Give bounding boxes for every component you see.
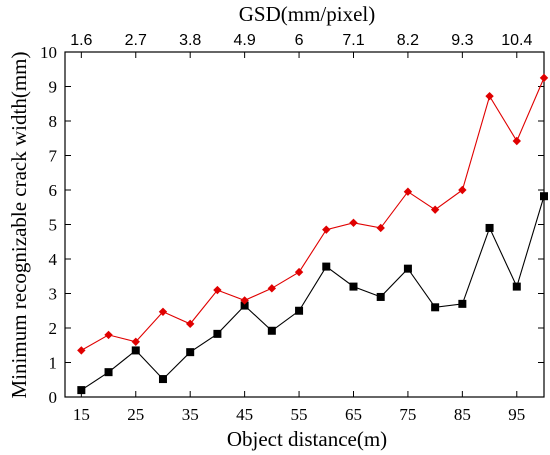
data-point-diamond <box>403 187 413 196</box>
data-point-diamond <box>322 225 331 234</box>
series-line-2 <box>81 77 545 351</box>
series-line-1 <box>80 196 545 391</box>
y-tick-label: 6 <box>49 181 58 200</box>
x-tick-label: 35 <box>182 405 199 424</box>
data-point-diamond <box>240 296 249 305</box>
data-point-diamond <box>213 285 222 295</box>
y-tick-label: 4 <box>49 250 58 269</box>
data-point-diamond <box>458 185 467 195</box>
top-tick-label: 6 <box>295 32 304 49</box>
plot-frame <box>64 51 545 398</box>
top-tick-label: 2.7 <box>125 32 147 49</box>
x-tick-label: 15 <box>73 405 90 424</box>
top-tick-label: 9.3 <box>451 32 473 49</box>
y-axis-title: Minimum recognizable crack width(mm) <box>7 52 31 399</box>
top-tick-label: 4.9 <box>234 32 256 49</box>
x-tick-label: 85 <box>454 405 471 424</box>
data-point-diamond <box>104 330 113 340</box>
x-axis-title: Object distance(m) <box>227 427 387 451</box>
data-point-square <box>158 375 167 384</box>
data-point-square <box>403 264 412 273</box>
y-tick-label: 5 <box>49 216 58 235</box>
data-point-square <box>267 326 276 335</box>
y-tick-label: 2 <box>49 319 58 338</box>
x-tick-label: 25 <box>127 405 144 424</box>
y-tick-label: 10 <box>40 43 57 62</box>
data-point-diamond <box>349 218 358 227</box>
data-point-square <box>104 368 113 377</box>
data-point-square <box>77 386 86 395</box>
x-tick-label: 55 <box>291 405 308 424</box>
top-tick-label: 7.1 <box>342 32 364 49</box>
data-point-square <box>431 303 440 312</box>
data-point-square <box>295 306 304 315</box>
y-tick-label: 7 <box>49 147 58 166</box>
x-tick-label: 75 <box>399 405 416 424</box>
data-point-diamond <box>294 267 304 277</box>
y-tick-label: 1 <box>49 354 58 373</box>
data-point-diamond <box>267 284 277 293</box>
data-point-diamond <box>430 205 440 214</box>
data-point-square <box>512 282 521 291</box>
data-point-square <box>349 282 358 291</box>
x-tick-label: 45 <box>236 405 253 424</box>
data-point-square <box>458 299 467 308</box>
top-tick-label: 1.6 <box>70 32 92 49</box>
y-tick-label: 3 <box>49 285 58 304</box>
data-point-square <box>485 223 494 232</box>
data-point-diamond <box>131 337 140 346</box>
data-point-diamond <box>158 307 168 316</box>
data-point-square <box>131 346 140 355</box>
top-tick-label: 3.8 <box>179 32 201 49</box>
y-tick-label: 8 <box>49 112 58 131</box>
top-axis-title: GSD(mm/pixel) <box>239 2 376 26</box>
top-tick-label: 8.2 <box>397 32 419 49</box>
data-point-diamond <box>485 91 494 101</box>
data-point-square <box>322 262 331 271</box>
y-tick-label: 0 <box>49 388 58 407</box>
data-point-square <box>186 348 195 357</box>
x-tick-label: 95 <box>508 405 525 424</box>
x-tick-label: 65 <box>345 405 362 424</box>
top-tick-label: 10.4 <box>501 32 532 49</box>
y-tick-label: 9 <box>49 78 58 97</box>
data-point-diamond <box>77 346 86 355</box>
data-point-square <box>540 192 548 201</box>
data-point-square <box>240 301 249 310</box>
data-point-square <box>213 329 222 338</box>
data-point-square <box>376 292 385 301</box>
data-point-diamond <box>512 136 521 146</box>
data-point-diamond <box>539 73 549 83</box>
data-point-diamond <box>376 223 385 233</box>
data-point-diamond <box>185 319 195 329</box>
